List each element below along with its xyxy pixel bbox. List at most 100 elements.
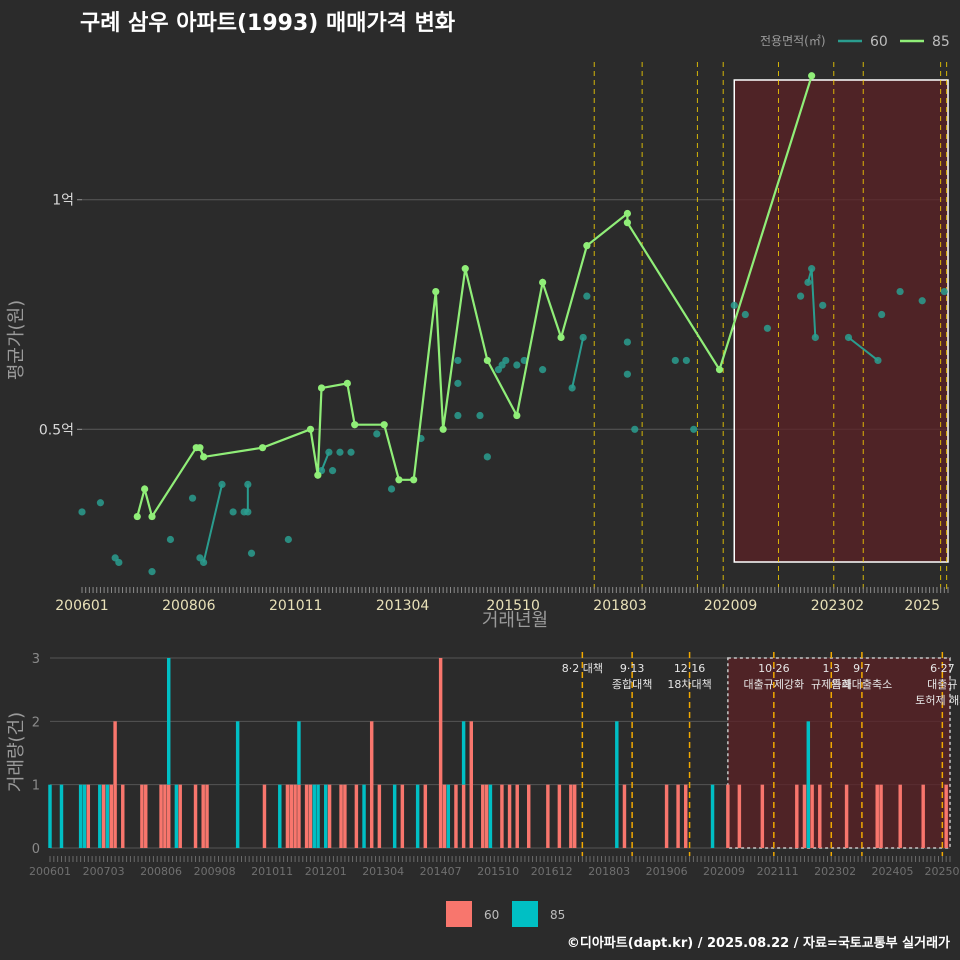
caption: ©디아파트(dapt.kr) / 2025.08.22 / 자료=국토교통부 실…: [567, 935, 950, 951]
volume-x-tick-label: 201011: [251, 865, 293, 878]
series-60-point: [336, 448, 344, 456]
series-85-point: [141, 485, 149, 493]
series-85-point: [133, 512, 141, 521]
bar-60: [86, 784, 91, 848]
volume-x-tick-label: 201510: [477, 865, 519, 878]
bar-60: [167, 784, 171, 848]
volume-x-tick-label: 202009: [703, 865, 745, 878]
series-85-point: [395, 476, 403, 484]
series-60-segment: [810, 268, 817, 338]
x-tick-label: 2025: [904, 598, 940, 614]
bar-60: [343, 784, 347, 848]
series-85-point: [343, 379, 351, 387]
y-axis-title: 평균가(원): [6, 300, 27, 380]
series-60-point: [918, 297, 926, 305]
bar-60: [442, 784, 447, 848]
bar-85: [48, 784, 52, 848]
bar-85: [362, 784, 366, 848]
series-60-point: [96, 499, 105, 507]
volume-x-tick-label: 200601: [29, 865, 71, 878]
series-60-point: [896, 287, 904, 296]
series-85-point: [410, 476, 418, 484]
series-60-point: [690, 425, 698, 433]
series-85-point: [306, 425, 315, 433]
series-60-point: [844, 333, 853, 342]
bar-60: [622, 784, 627, 848]
series-60-point: [325, 448, 333, 456]
series-60-point: [476, 411, 484, 420]
series-85-point: [439, 425, 447, 433]
bar-85: [278, 784, 282, 848]
series-60-point: [78, 508, 86, 516]
series-85-line: [136, 75, 813, 520]
bar-60: [369, 721, 374, 848]
series-60-point: [579, 333, 587, 342]
price-chart: 0.5억 1억 200601 200806 201011 201304 201510 2018…: [39, 62, 949, 614]
x-axis-title: 거래년월: [482, 610, 548, 631]
legend2-swatch-60: [446, 901, 472, 927]
series-85-point: [351, 421, 359, 429]
volume-x-tick-label: 201906: [646, 865, 688, 878]
bar-60: [293, 784, 297, 848]
series-60-point: [741, 310, 749, 319]
policy-annotation-text: 8·2 대책: [562, 662, 603, 675]
bar-60: [484, 784, 489, 848]
bar-60: [469, 721, 473, 848]
bar-60: [327, 784, 332, 848]
bar-60: [481, 784, 485, 848]
series-85-point: [557, 333, 565, 342]
series-85-point: [808, 72, 816, 80]
series-85-point: [380, 421, 388, 429]
policy-annotation-text: 1·3: [823, 662, 841, 675]
policy-annotation-text: 대출규제강화: [743, 678, 804, 691]
series-60-point: [244, 508, 252, 516]
bar-85: [174, 784, 179, 848]
volume-x-tick-label: 202111: [757, 865, 799, 878]
bar-60: [875, 784, 879, 848]
bar-60: [527, 784, 531, 848]
volume-x-tick-label: 202405: [872, 865, 914, 878]
x-tick-label: 201803: [593, 598, 646, 614]
policy-annotation-text: 18차대책: [667, 678, 711, 691]
series-85-point: [432, 287, 440, 296]
bar-60: [844, 784, 849, 848]
volume-chart: 0 1 2 3 8·2 대책 9·13 종합대책 12·16 18차대책 10·26 대출규제강화 1…: [29, 652, 960, 878]
highlight-region: [733, 79, 949, 563]
series-60-point: [796, 292, 805, 300]
bar-60: [201, 784, 205, 848]
chart-title: 구례 삼우 아파트(1993) 매매가격 변화: [80, 11, 455, 36]
series-85-point: [200, 453, 208, 461]
bar-60: [205, 784, 209, 848]
bar-85: [615, 721, 619, 848]
legend2-label-85: 85: [550, 908, 565, 922]
volume-y-tick-label: 2: [32, 715, 40, 730]
policy-annotation-text: 특례대출축소: [832, 678, 893, 691]
bar-60: [500, 784, 504, 848]
series-60-point: [539, 366, 547, 374]
series-60-point: [940, 287, 948, 296]
x-tick-label: 202009: [704, 598, 757, 614]
series-60-point: [229, 508, 237, 516]
bar-60: [423, 784, 428, 848]
bar-85: [461, 721, 466, 785]
bar-60: [802, 784, 807, 848]
series-60-point: [284, 535, 292, 544]
bar-60: [546, 784, 550, 848]
bar-60: [557, 784, 562, 848]
top-legend: 전용면적(㎡) 60 85: [760, 34, 950, 50]
bar-60: [898, 784, 902, 848]
series-85-point: [623, 209, 631, 218]
bar-85: [235, 721, 240, 848]
series-60-point: [483, 453, 491, 461]
bar-85: [392, 784, 397, 848]
y-tick-label: 1억: [52, 193, 74, 209]
series-60-point: [513, 361, 521, 369]
volume-x-tick-label: 200703: [83, 865, 125, 878]
series-85-point: [715, 366, 724, 374]
bar-85: [710, 784, 715, 848]
bar-60: [507, 784, 512, 848]
policy-annotation-text: 대출규: [927, 678, 957, 691]
legend-title: 전용면적(㎡): [760, 34, 826, 48]
volume-y-tick-label: 1: [32, 779, 40, 794]
